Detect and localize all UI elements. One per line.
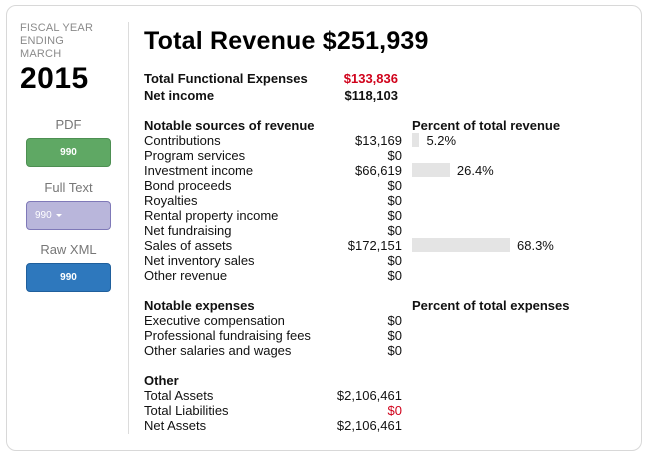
expense-row: Professional fundraising fees $0 <box>144 328 402 343</box>
row-value: $2,106,461 <box>336 418 402 433</box>
full-text-990-dropdown[interactable]: 990 <box>26 201 111 230</box>
row-label: Other revenue <box>144 268 228 283</box>
row-label: Net Assets <box>144 418 207 433</box>
row-value: $172,151 <box>347 238 402 253</box>
other-row: Net Assets $2,106,461 <box>144 418 402 433</box>
revenue-row: Sales of assets $172,151 <box>144 238 402 253</box>
summary-label: Net income <box>144 88 215 103</box>
row-value: $2,106,461 <box>336 388 402 403</box>
fiscal-year-line: MARCH <box>20 48 62 60</box>
row-value: $0 <box>387 328 402 343</box>
vertical-divider <box>128 22 129 434</box>
revenue-heading: Notable sources of revenue <box>144 118 315 133</box>
row-value: $0 <box>387 208 402 223</box>
row-label: Investment income <box>144 163 254 178</box>
button-label: 990 <box>60 272 77 283</box>
percent-label: 26.4% <box>456 163 494 178</box>
row-value: $0 <box>387 343 402 358</box>
fiscal-year: 2015 <box>20 62 89 95</box>
percent-bar <box>412 133 420 147</box>
row-value: $0 <box>387 403 402 418</box>
expense-row: Other salaries and wages $0 <box>144 343 402 358</box>
summary-row: Net income $118,103 <box>144 88 398 103</box>
pdf-990-button[interactable]: 990 <box>26 138 111 167</box>
expenses-percent-heading: Percent of total expenses <box>412 298 570 313</box>
revenue-percent-heading: Percent of total revenue <box>412 118 561 133</box>
expenses-heading: Notable expenses <box>144 298 255 313</box>
row-label: Royalties <box>144 193 198 208</box>
row-label: Net fundraising <box>144 223 232 238</box>
filing-sidebar: FISCAL YEAR ENDING MARCH 2015 PDF 990 Fu… <box>20 22 122 292</box>
total-revenue-title: Total Revenue $251,939 <box>144 27 429 55</box>
row-value: $66,619 <box>355 163 402 178</box>
row-value: $0 <box>387 148 402 163</box>
summary-value: $133,836 <box>343 71 398 86</box>
revenue-row: Net fundraising $0 <box>144 223 402 238</box>
expense-row: Executive compensation $0 <box>144 313 402 328</box>
row-label: Bond proceeds <box>144 178 232 193</box>
row-label: Professional fundraising fees <box>144 328 311 343</box>
row-value: $0 <box>387 313 402 328</box>
fiscal-year-line: FISCAL YEAR <box>20 22 94 34</box>
button-label: 990 <box>60 147 77 158</box>
row-value: $0 <box>387 253 402 268</box>
revenue-row: Bond proceeds $0 <box>144 178 402 193</box>
summary-label: Total Functional Expenses <box>144 71 308 86</box>
row-value: $0 <box>387 193 402 208</box>
percent-label: 5.2% <box>426 133 457 148</box>
row-label: Rental property income <box>144 208 279 223</box>
percent-bar <box>412 163 450 177</box>
revenue-row: Contributions $13,169 <box>144 133 402 148</box>
row-value: $0 <box>387 178 402 193</box>
row-label: Total Liabilities <box>144 403 229 418</box>
revenue-row: Investment income $66,619 <box>144 163 402 178</box>
fiscal-year-label: FISCAL YEAR ENDING MARCH <box>20 22 122 61</box>
revenue-row: Rental property income $0 <box>144 208 402 223</box>
row-label: Sales of assets <box>144 238 233 253</box>
button-label: 990 <box>35 210 52 221</box>
other-heading: Other <box>144 373 179 388</box>
revenue-row: Net inventory sales $0 <box>144 253 402 268</box>
revenue-row: Other revenue $0 <box>144 268 402 283</box>
summary-value: $118,103 <box>344 88 398 103</box>
other-row: Total Assets $2,106,461 <box>144 388 402 403</box>
row-value: $0 <box>387 268 402 283</box>
percent-bar <box>412 238 510 252</box>
revenue-row: Program services $0 <box>144 148 402 163</box>
row-label: Executive compensation <box>144 313 285 328</box>
pdf-label: PDF <box>55 117 82 132</box>
filing-card <box>6 5 642 451</box>
row-value: $0 <box>387 223 402 238</box>
row-label: Contributions <box>144 133 221 148</box>
chevron-down-icon <box>55 214 62 217</box>
raw-xml-990-button[interactable]: 990 <box>26 263 111 292</box>
row-label: Total Assets <box>144 388 214 403</box>
fiscal-year-line: ENDING <box>20 35 64 47</box>
row-label: Net inventory sales <box>144 253 255 268</box>
row-label: Other salaries and wages <box>144 343 292 358</box>
raw-xml-label: Raw XML <box>40 242 97 257</box>
summary-row: Total Functional Expenses $133,836 <box>144 71 398 86</box>
revenue-row: Royalties $0 <box>144 193 402 208</box>
percent-label: 68.3% <box>517 238 554 253</box>
row-label: Program services <box>144 148 246 163</box>
row-value: $13,169 <box>355 133 402 148</box>
full-text-label: Full Text <box>44 180 93 195</box>
other-row: Total Liabilities $0 <box>144 403 402 418</box>
